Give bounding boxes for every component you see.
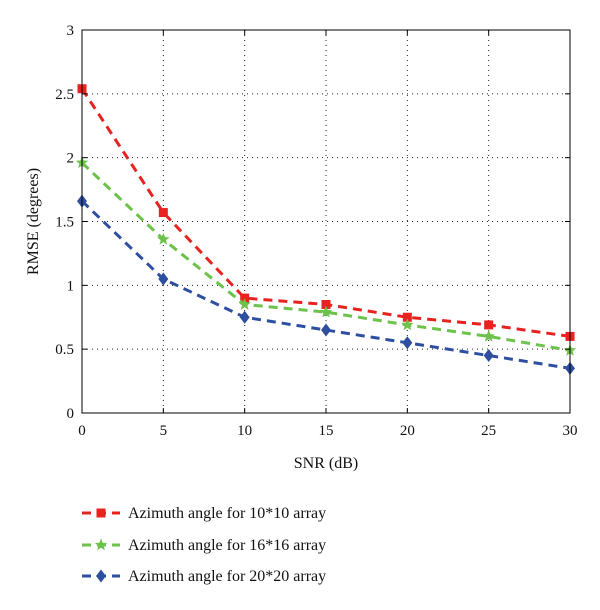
legend-label: Azimuth angle for 20*20 array <box>128 568 326 585</box>
x-tick-label: 10 <box>237 423 252 439</box>
series-3-line <box>80 199 571 370</box>
series-3-point <box>158 272 169 286</box>
legend-marker <box>96 569 106 583</box>
series-1-point <box>158 208 168 218</box>
series-3-point <box>402 336 413 350</box>
y-axis-title: RMSE (degrees) <box>25 168 42 275</box>
y-tick-label: 0.5 <box>55 342 74 358</box>
series-2-point <box>157 232 170 245</box>
x-tick-label: 0 <box>78 423 86 439</box>
legend: Azimuth angle for 10*10 array Azimuth ang… <box>82 505 326 585</box>
legend-label: Azimuth angle for 16*16 array <box>128 537 326 554</box>
series-2-point <box>238 297 251 310</box>
legend-entry-2: Azimuth angle for 16*16 array <box>82 537 326 554</box>
series-layer <box>75 84 577 375</box>
series-3-point <box>483 349 494 363</box>
x-tick-label: 20 <box>400 423 415 439</box>
legend-entry-3: Azimuth angle for 20*20 array <box>82 568 326 585</box>
x-tick-label: 15 <box>319 423 334 439</box>
y-tick-label: 0 <box>67 406 75 422</box>
series-2-point <box>482 329 495 342</box>
series-1 <box>77 84 575 341</box>
series-1-point <box>402 312 412 322</box>
series-2-point <box>319 305 333 318</box>
y-tick-label: 2 <box>67 151 75 167</box>
y-tick-label: 2.5 <box>55 87 74 103</box>
y-tick-label: 1.5 <box>55 215 74 231</box>
x-tick-label: 5 <box>160 423 168 439</box>
series-1-point <box>484 320 494 330</box>
legend-entry-1: Azimuth angle for 10*10 array <box>82 505 326 522</box>
x-tick-label: 25 <box>481 423 496 439</box>
legend-marker <box>96 508 106 518</box>
y-tick-label: 3 <box>67 23 75 39</box>
series-2-point <box>401 318 414 331</box>
x-axis-title: SNR (dB) <box>294 455 358 472</box>
axis-ticks: 0 5 10 15 20 25 30 0 0.5 1 1.5 2 2.5 3 <box>55 23 577 439</box>
series-3-point <box>239 310 250 324</box>
series-3-point <box>321 323 331 337</box>
series-3 <box>77 194 575 375</box>
y-tick-label: 1 <box>67 278 75 294</box>
legend-label: Azimuth angle for 10*10 array <box>128 505 326 522</box>
x-tick-label: 30 <box>563 423 578 439</box>
series-1-point <box>321 299 331 309</box>
legend-marker <box>94 538 108 551</box>
